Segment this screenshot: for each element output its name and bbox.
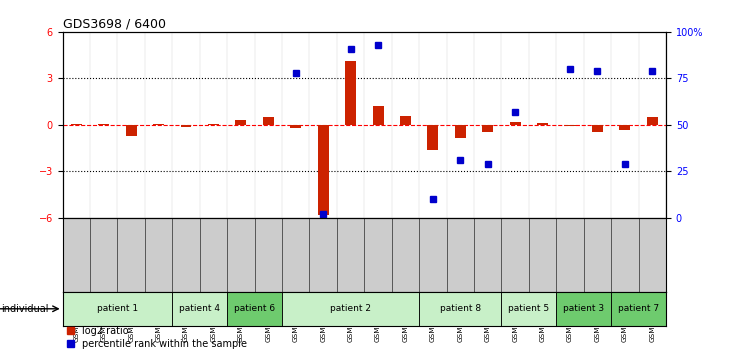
Bar xyxy=(537,123,548,125)
Bar xyxy=(510,122,520,125)
Text: patient 7: patient 7 xyxy=(618,304,659,313)
Text: patient 3: patient 3 xyxy=(563,304,604,313)
Bar xyxy=(420,292,501,326)
Legend: log2 ratio, percentile rank within the sample: log2 ratio, percentile rank within the s… xyxy=(68,326,247,349)
Bar xyxy=(318,125,329,215)
Bar xyxy=(153,124,164,125)
Text: patient 6: patient 6 xyxy=(234,304,275,313)
Bar xyxy=(620,125,631,130)
Text: individual: individual xyxy=(1,304,49,314)
Bar xyxy=(647,117,658,125)
Bar xyxy=(372,106,383,125)
Bar xyxy=(263,117,274,125)
Text: patient 8: patient 8 xyxy=(440,304,481,313)
Bar xyxy=(565,125,576,126)
Bar xyxy=(172,292,227,326)
Bar xyxy=(501,292,556,326)
Bar xyxy=(290,125,301,128)
Text: patient 2: patient 2 xyxy=(330,304,371,313)
Bar xyxy=(345,61,356,125)
Bar xyxy=(236,120,247,125)
Text: GDS3698 / 6400: GDS3698 / 6400 xyxy=(63,18,166,31)
Text: patient 4: patient 4 xyxy=(180,304,220,313)
Bar xyxy=(208,124,219,125)
Bar xyxy=(482,125,493,132)
Bar xyxy=(611,292,666,326)
Bar xyxy=(400,116,411,125)
Bar xyxy=(71,124,82,125)
Bar xyxy=(227,292,282,326)
Bar xyxy=(282,292,420,326)
Bar xyxy=(455,125,466,138)
Bar xyxy=(180,125,191,127)
Bar xyxy=(98,124,109,125)
Bar xyxy=(428,125,439,149)
Bar xyxy=(126,125,137,136)
Bar xyxy=(63,292,172,326)
Text: patient 5: patient 5 xyxy=(509,304,550,313)
Bar xyxy=(556,292,611,326)
Text: patient 1: patient 1 xyxy=(97,304,138,313)
Bar xyxy=(592,125,603,132)
